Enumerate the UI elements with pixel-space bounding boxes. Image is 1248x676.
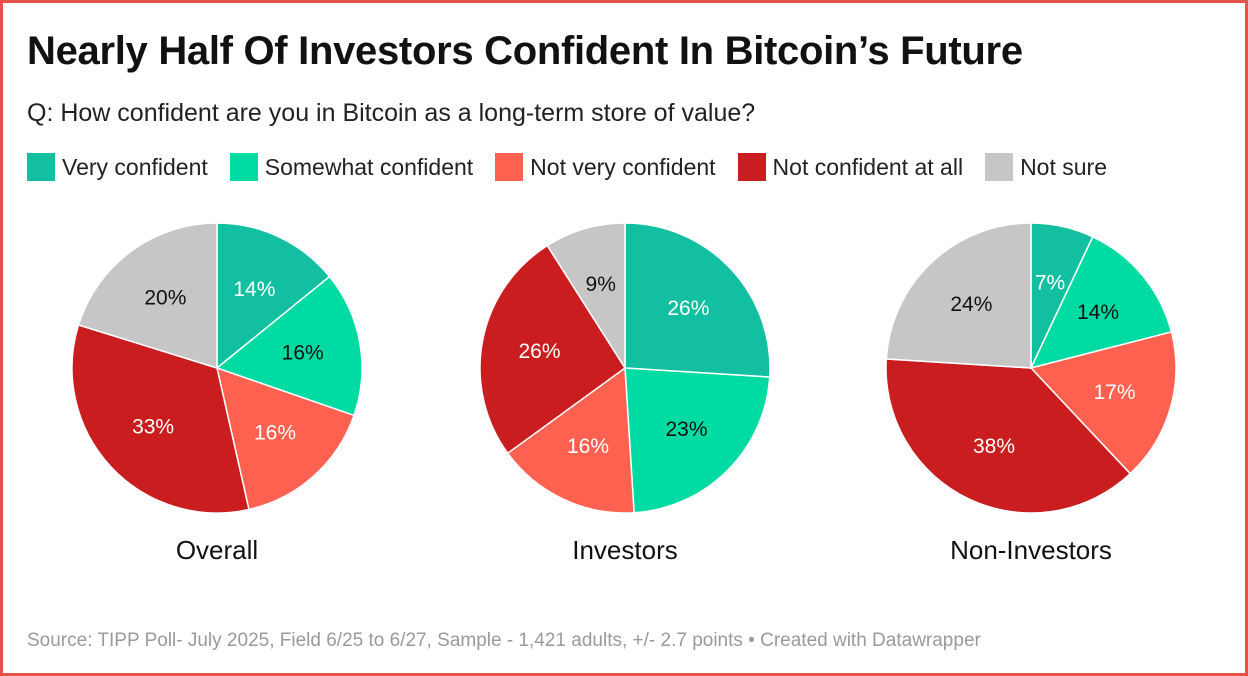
slice-label: 9% xyxy=(586,273,616,296)
slice-label: 20% xyxy=(144,286,186,309)
pie-investors: 26% 23% 16% 26% 9% Investors xyxy=(479,222,771,565)
slice-label: 17% xyxy=(1093,381,1135,404)
legend-item-not-very-confident: Not very confident xyxy=(495,153,716,181)
pie-slice-not-confident-at-all xyxy=(479,244,627,455)
slice-label: 7% xyxy=(1035,272,1065,295)
legend: Very confident Somewhat confident Not ve… xyxy=(27,153,1129,181)
pie-slice-not-very-confident xyxy=(1029,331,1177,475)
source-note: Source: TIPP Poll- July 2025, Field 6/25… xyxy=(27,630,981,651)
slice-label: 38% xyxy=(973,435,1015,458)
legend-swatch xyxy=(27,153,55,181)
pie-slice-not-confident-at-all xyxy=(71,324,250,514)
pie-slice-not-sure xyxy=(885,222,1032,369)
slice-label: 16% xyxy=(254,421,296,444)
slice-label: 33% xyxy=(132,416,174,439)
pie-slice-not-sure xyxy=(77,222,218,370)
legend-swatch xyxy=(495,153,524,181)
slice-label: 23% xyxy=(665,418,707,441)
pie-slice-not-sure xyxy=(546,222,626,371)
slice-label: 14% xyxy=(1077,301,1119,324)
legend-swatch xyxy=(985,153,1014,181)
legend-label: Somewhat confident xyxy=(264,153,474,180)
pie-slice-somewhat-confident xyxy=(215,275,363,417)
pie-slice-not-very-confident xyxy=(506,366,635,514)
pie-slice-not-very-confident xyxy=(215,366,355,511)
slice-label: 24% xyxy=(950,293,992,316)
slice-label: 26% xyxy=(518,340,560,363)
legend-item-somewhat-confident: Somewhat confident xyxy=(229,153,474,181)
legend-swatch xyxy=(229,153,258,181)
legend-item-not-confident-at-all: Not confident at all xyxy=(737,153,964,181)
legend-label: Not sure xyxy=(1020,153,1107,180)
pie-overall: 14% 16% 16% 33% 20% Overall xyxy=(71,222,363,565)
legend-swatch xyxy=(737,153,766,181)
slice-label: 16% xyxy=(567,435,609,458)
pie-slice-not-confident-at-all xyxy=(885,358,1132,514)
slice-label: 14% xyxy=(233,278,275,301)
legend-label: Not confident at all xyxy=(772,153,964,180)
legend-label: Not very confident xyxy=(530,153,716,180)
pie-slice-somewhat-confident xyxy=(624,367,771,514)
pie-title: Investors xyxy=(572,535,678,565)
slice-label: 16% xyxy=(282,341,324,364)
pie-title: Overall xyxy=(176,535,258,565)
legend-item-very-confident: Very confident xyxy=(27,153,208,181)
pie-slice-somewhat-confident xyxy=(1029,235,1173,370)
chart-subtitle: Q: How confident are you in Bitcoin as a… xyxy=(27,99,756,127)
legend-label: Very confident xyxy=(62,153,208,180)
legend-item-not-sure: Not sure xyxy=(985,153,1107,181)
slice-label: 26% xyxy=(667,297,709,320)
pie-slice-very-confident xyxy=(624,222,771,378)
pie-title: Non-Investors xyxy=(950,535,1112,565)
chart-title: Nearly Half Of Investors Confident In Bi… xyxy=(27,29,1023,73)
pie-slice-very-confident xyxy=(216,222,331,370)
pie-non-investors: 7% 14% 17% 38% 24% Non-Investors xyxy=(885,222,1177,565)
